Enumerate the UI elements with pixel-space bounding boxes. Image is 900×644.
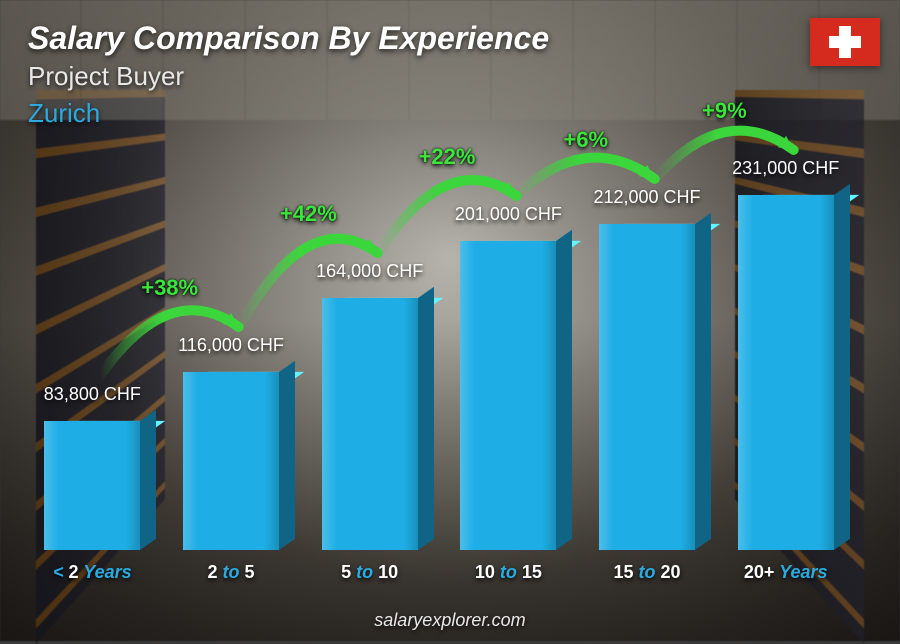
flag-icon [810,18,880,66]
bar-front-face [599,224,695,550]
bar [322,288,418,550]
x-axis-label: 10 to 15 [475,562,542,583]
bar-chart: 83,800 CHF < 2 Years 116,000 CHF 2 to 5 164,… [28,103,850,583]
chart-column: 231,000 CHF 20+ Years [721,103,850,583]
chart-column: 212,000 CHF 15 to 20 [583,103,712,583]
chart-column: 201,000 CHF 10 to 15 [444,103,573,583]
x-axis-label: 2 to 5 [207,562,254,583]
x-axis-label: 20+ Years [744,562,828,583]
chart-column: 116,000 CHF 2 to 5 [167,103,296,583]
bar-value-label: 201,000 CHF [455,204,562,225]
bar-side-face [556,230,572,550]
bar-front-face [738,195,834,550]
x-axis-label: < 2 Years [53,562,132,583]
bar-value-label: 116,000 CHF [178,335,284,356]
bar-front-face [183,372,279,550]
bar-front-face [44,421,140,550]
bar-side-face [834,184,850,550]
bar-value-label: 212,000 CHF [593,187,700,208]
bar [738,185,834,550]
page-title: Salary Comparison By Experience [28,20,872,57]
bar [460,231,556,550]
chart-container: Salary Comparison By Experience Project … [0,0,900,641]
bar [44,411,140,550]
bar [599,214,695,550]
bar-side-face [140,410,156,550]
bar [183,362,279,550]
bar-front-face [322,298,418,550]
bar-value-label: 231,000 CHF [732,158,839,179]
x-axis-label: 5 to 10 [341,562,398,583]
bar-side-face [279,361,295,550]
bar-value-label: 164,000 CHF [316,261,423,282]
bar-side-face [418,287,434,550]
bar-value-label: 83,800 CHF [44,384,141,405]
chart-column: 83,800 CHF < 2 Years [28,103,157,583]
footer-attribution: salaryexplorer.com [0,610,900,631]
job-title: Project Buyer [28,61,872,92]
bar-front-face [460,241,556,550]
chart-column: 164,000 CHF 5 to 10 [305,103,434,583]
bar-side-face [695,213,711,550]
x-axis-label: 15 to 20 [613,562,680,583]
